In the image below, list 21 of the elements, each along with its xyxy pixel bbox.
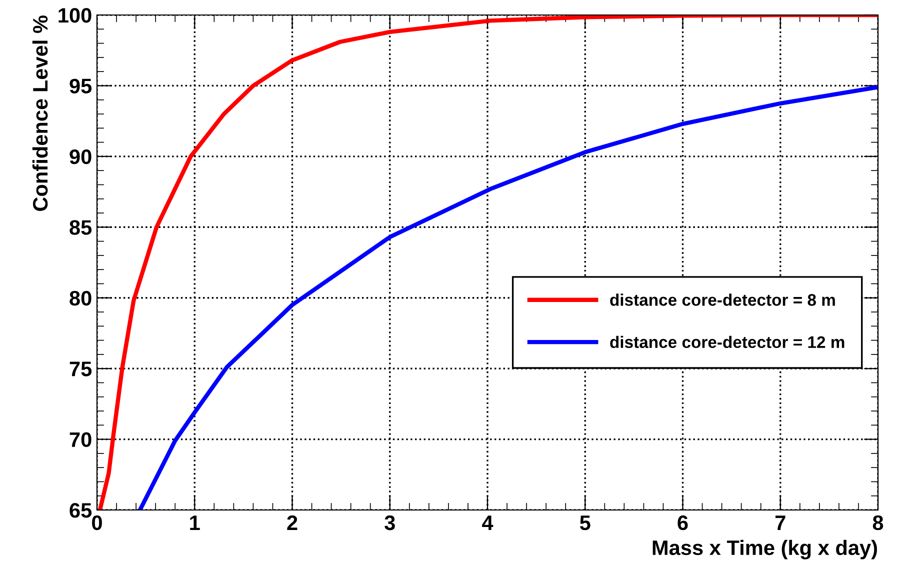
x-tick-label: 2: [287, 515, 298, 530]
legend-label: distance core-detector = 12 m: [610, 336, 844, 348]
x-tick-label: 7: [775, 516, 786, 530]
legend-label: distance core-detector = 8 m: [610, 294, 835, 306]
y-tick-label: 70: [70, 432, 92, 448]
y-tick-label: 85: [70, 220, 92, 235]
y-tick-label: 75: [70, 362, 92, 376]
x-tick-label: 1: [190, 516, 200, 530]
y-tick-label: 80: [70, 290, 92, 306]
y-tick-label: 90: [70, 149, 92, 164]
y-axis-title: Confidence Level %: [32, 16, 48, 211]
x-axis-title: Mass x Time (kg x day): [652, 540, 877, 560]
y-tick-label: 95: [70, 78, 92, 94]
y-tick-label: 65: [70, 503, 92, 518]
x-tick-label: 0: [92, 515, 102, 530]
x-tick-label: 3: [384, 515, 395, 530]
y-tick-label: 100: [58, 8, 92, 23]
x-tick-label: 8: [872, 515, 884, 530]
x-tick-label: 6: [678, 515, 688, 530]
x-tick-label: 5: [580, 516, 590, 530]
x-tick-label: 4: [482, 516, 494, 530]
